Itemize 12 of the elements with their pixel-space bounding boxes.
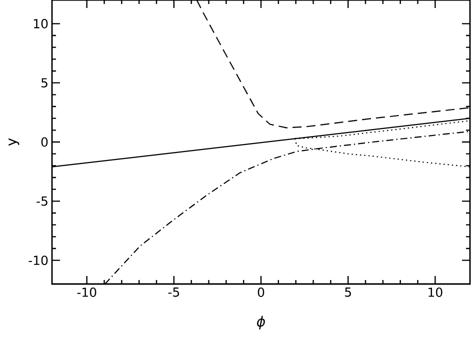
x-tick-label: -5: [168, 288, 180, 297]
x-tick-label: 0: [258, 288, 264, 297]
x-tick-label: 5: [345, 288, 351, 297]
y-tick-label: 10: [34, 18, 48, 28]
x-tick-label: -10: [77, 288, 96, 297]
y-tick-label: 5: [41, 78, 48, 88]
y-axis-title: y: [8, 138, 20, 146]
y-tick-label: 0: [41, 137, 48, 147]
y-tick-label: -5: [36, 196, 48, 206]
y-tick-label: -10: [28, 256, 48, 266]
x-axis-title: ϕ: [257, 316, 265, 330]
x-tick-label: 10: [428, 288, 442, 297]
